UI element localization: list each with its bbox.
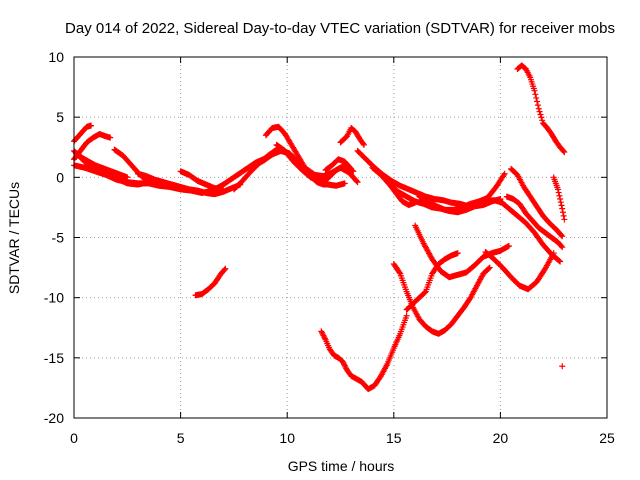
y-tick-label: -15 — [44, 350, 64, 366]
series-arc-28 — [550, 174, 568, 223]
data-point — [555, 189, 562, 196]
data-point — [561, 216, 568, 223]
data-point — [403, 312, 410, 319]
x-tick-label: 10 — [279, 430, 295, 446]
x-tick-label: 5 — [177, 430, 185, 446]
y-tick-label: 10 — [48, 49, 64, 65]
data-point — [538, 114, 545, 121]
data-point — [396, 269, 403, 276]
data-point — [222, 265, 229, 272]
y-tick-label: -10 — [44, 290, 64, 306]
data-point — [360, 140, 367, 147]
y-tick-label: -5 — [52, 230, 65, 246]
data-point — [559, 363, 566, 370]
data-point — [559, 205, 566, 212]
series-arc-19 — [318, 312, 410, 393]
data-point — [360, 141, 367, 148]
series-arc-13 — [322, 156, 355, 174]
data-point — [554, 186, 561, 193]
y-tick-labels: -20 -15 -10 -5 0 5 10 — [44, 49, 64, 426]
data-point — [559, 233, 566, 240]
data-point — [556, 257, 563, 264]
series-arc-18 — [416, 170, 508, 213]
series-arc-1 — [71, 122, 95, 145]
data-point — [486, 264, 493, 271]
data-point — [558, 202, 565, 209]
data-point — [534, 102, 541, 109]
data-point — [88, 122, 95, 129]
data-point — [535, 105, 542, 112]
data-point — [557, 199, 564, 206]
data-point — [539, 117, 546, 124]
series-arc-7 — [134, 170, 244, 198]
series-point-1 — [559, 363, 566, 370]
y-tick-label: 0 — [56, 169, 64, 185]
data-point — [556, 192, 563, 199]
data-point — [485, 265, 492, 272]
data-point — [501, 170, 508, 177]
data-point — [531, 87, 538, 94]
series-arc-14 — [337, 124, 367, 148]
data-point — [534, 98, 541, 105]
y-axis-label: SDTVAR / TECUs — [6, 182, 22, 294]
data-point — [500, 172, 507, 179]
data-point — [558, 243, 565, 250]
data-point — [107, 134, 114, 141]
series-arc-17 — [380, 174, 419, 209]
series-arc-6 — [111, 146, 159, 188]
data-point — [348, 165, 355, 172]
data-point — [421, 289, 428, 296]
x-tick-label: 15 — [386, 430, 402, 446]
series-arc-5 — [73, 150, 131, 181]
series-arc-24 — [514, 62, 568, 156]
data-point — [354, 179, 361, 186]
data-point — [559, 209, 566, 216]
data-point — [341, 180, 348, 187]
data-point — [220, 186, 227, 193]
data-point — [347, 165, 354, 172]
y-tick-label: 5 — [56, 109, 64, 125]
series-arc-29 — [192, 265, 229, 299]
data-point — [124, 174, 131, 181]
data-point — [326, 181, 333, 188]
series-arc-21 — [390, 260, 493, 337]
axis-ticks — [73, 56, 608, 419]
data-point — [558, 232, 565, 239]
data-point — [557, 258, 564, 265]
series-arc-25 — [508, 165, 566, 240]
series-arc-8 — [177, 168, 227, 193]
data-point — [560, 212, 567, 219]
x-tick-labels: 0 5 10 15 20 25 — [70, 430, 615, 446]
x-tick-label: 20 — [493, 430, 509, 446]
y-tick-label: -20 — [44, 410, 64, 426]
data-point — [533, 94, 540, 101]
data-points — [71, 62, 568, 393]
data-point — [536, 108, 543, 115]
data-point — [560, 148, 567, 155]
data-point — [561, 149, 568, 156]
x-tick-label: 0 — [70, 430, 78, 446]
series-arc-12 — [273, 141, 357, 184]
data-point — [559, 244, 566, 251]
data-point — [221, 266, 228, 273]
data-point — [532, 91, 539, 98]
data-point — [353, 178, 360, 185]
series-arc-27 — [497, 198, 564, 265]
series-arc-26 — [503, 193, 566, 251]
chart-title: Day 014 of 2022, Sidereal Day-to-day VTE… — [65, 20, 615, 37]
data-point — [505, 242, 512, 249]
data-point — [537, 111, 544, 118]
data-point — [557, 195, 564, 202]
series-arc-23 — [482, 248, 557, 293]
x-tick-label: 25 — [599, 430, 615, 446]
series-arc-22 — [412, 222, 512, 281]
x-axis-label: GPS time / hours — [288, 458, 395, 474]
data-point — [454, 250, 461, 257]
data-point — [412, 199, 419, 206]
